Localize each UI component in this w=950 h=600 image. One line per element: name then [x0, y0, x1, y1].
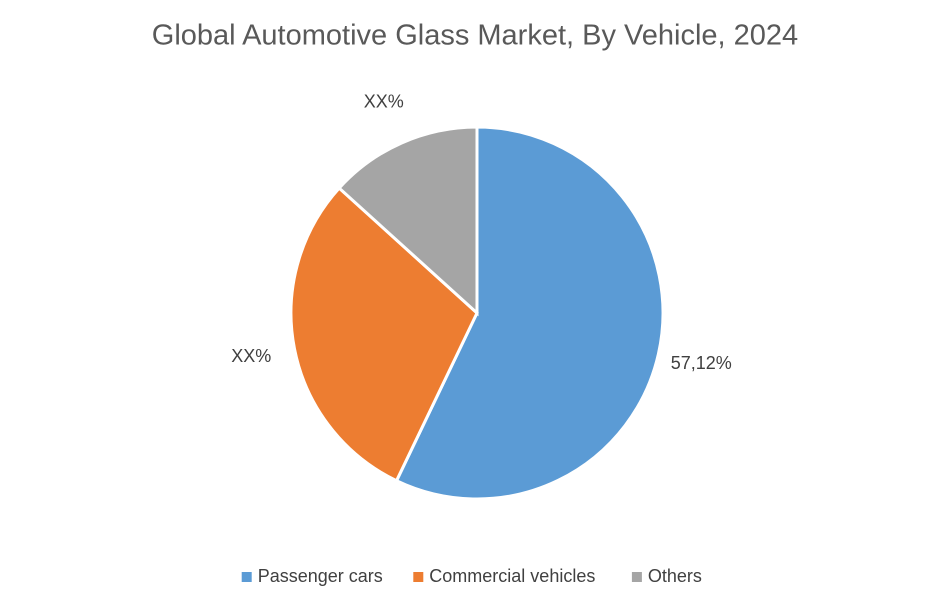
chart-title: Global Automotive Glass Market, By Vehic…	[152, 20, 798, 52]
legend-swatch	[631, 572, 642, 582]
pie-slice	[337, 125, 479, 317]
pie-slice	[394, 125, 665, 501]
legend-label: Passenger cars	[258, 566, 383, 586]
pie-slice	[289, 185, 479, 483]
legend-swatch	[413, 572, 424, 582]
data-label: 57,12%	[671, 353, 732, 373]
legend-label: Commercial vehicles	[429, 566, 595, 586]
legend-swatch	[241, 572, 252, 582]
data-label: XX%	[364, 91, 404, 111]
data-label: XX%	[231, 346, 271, 366]
legend-label: Others	[648, 566, 702, 586]
